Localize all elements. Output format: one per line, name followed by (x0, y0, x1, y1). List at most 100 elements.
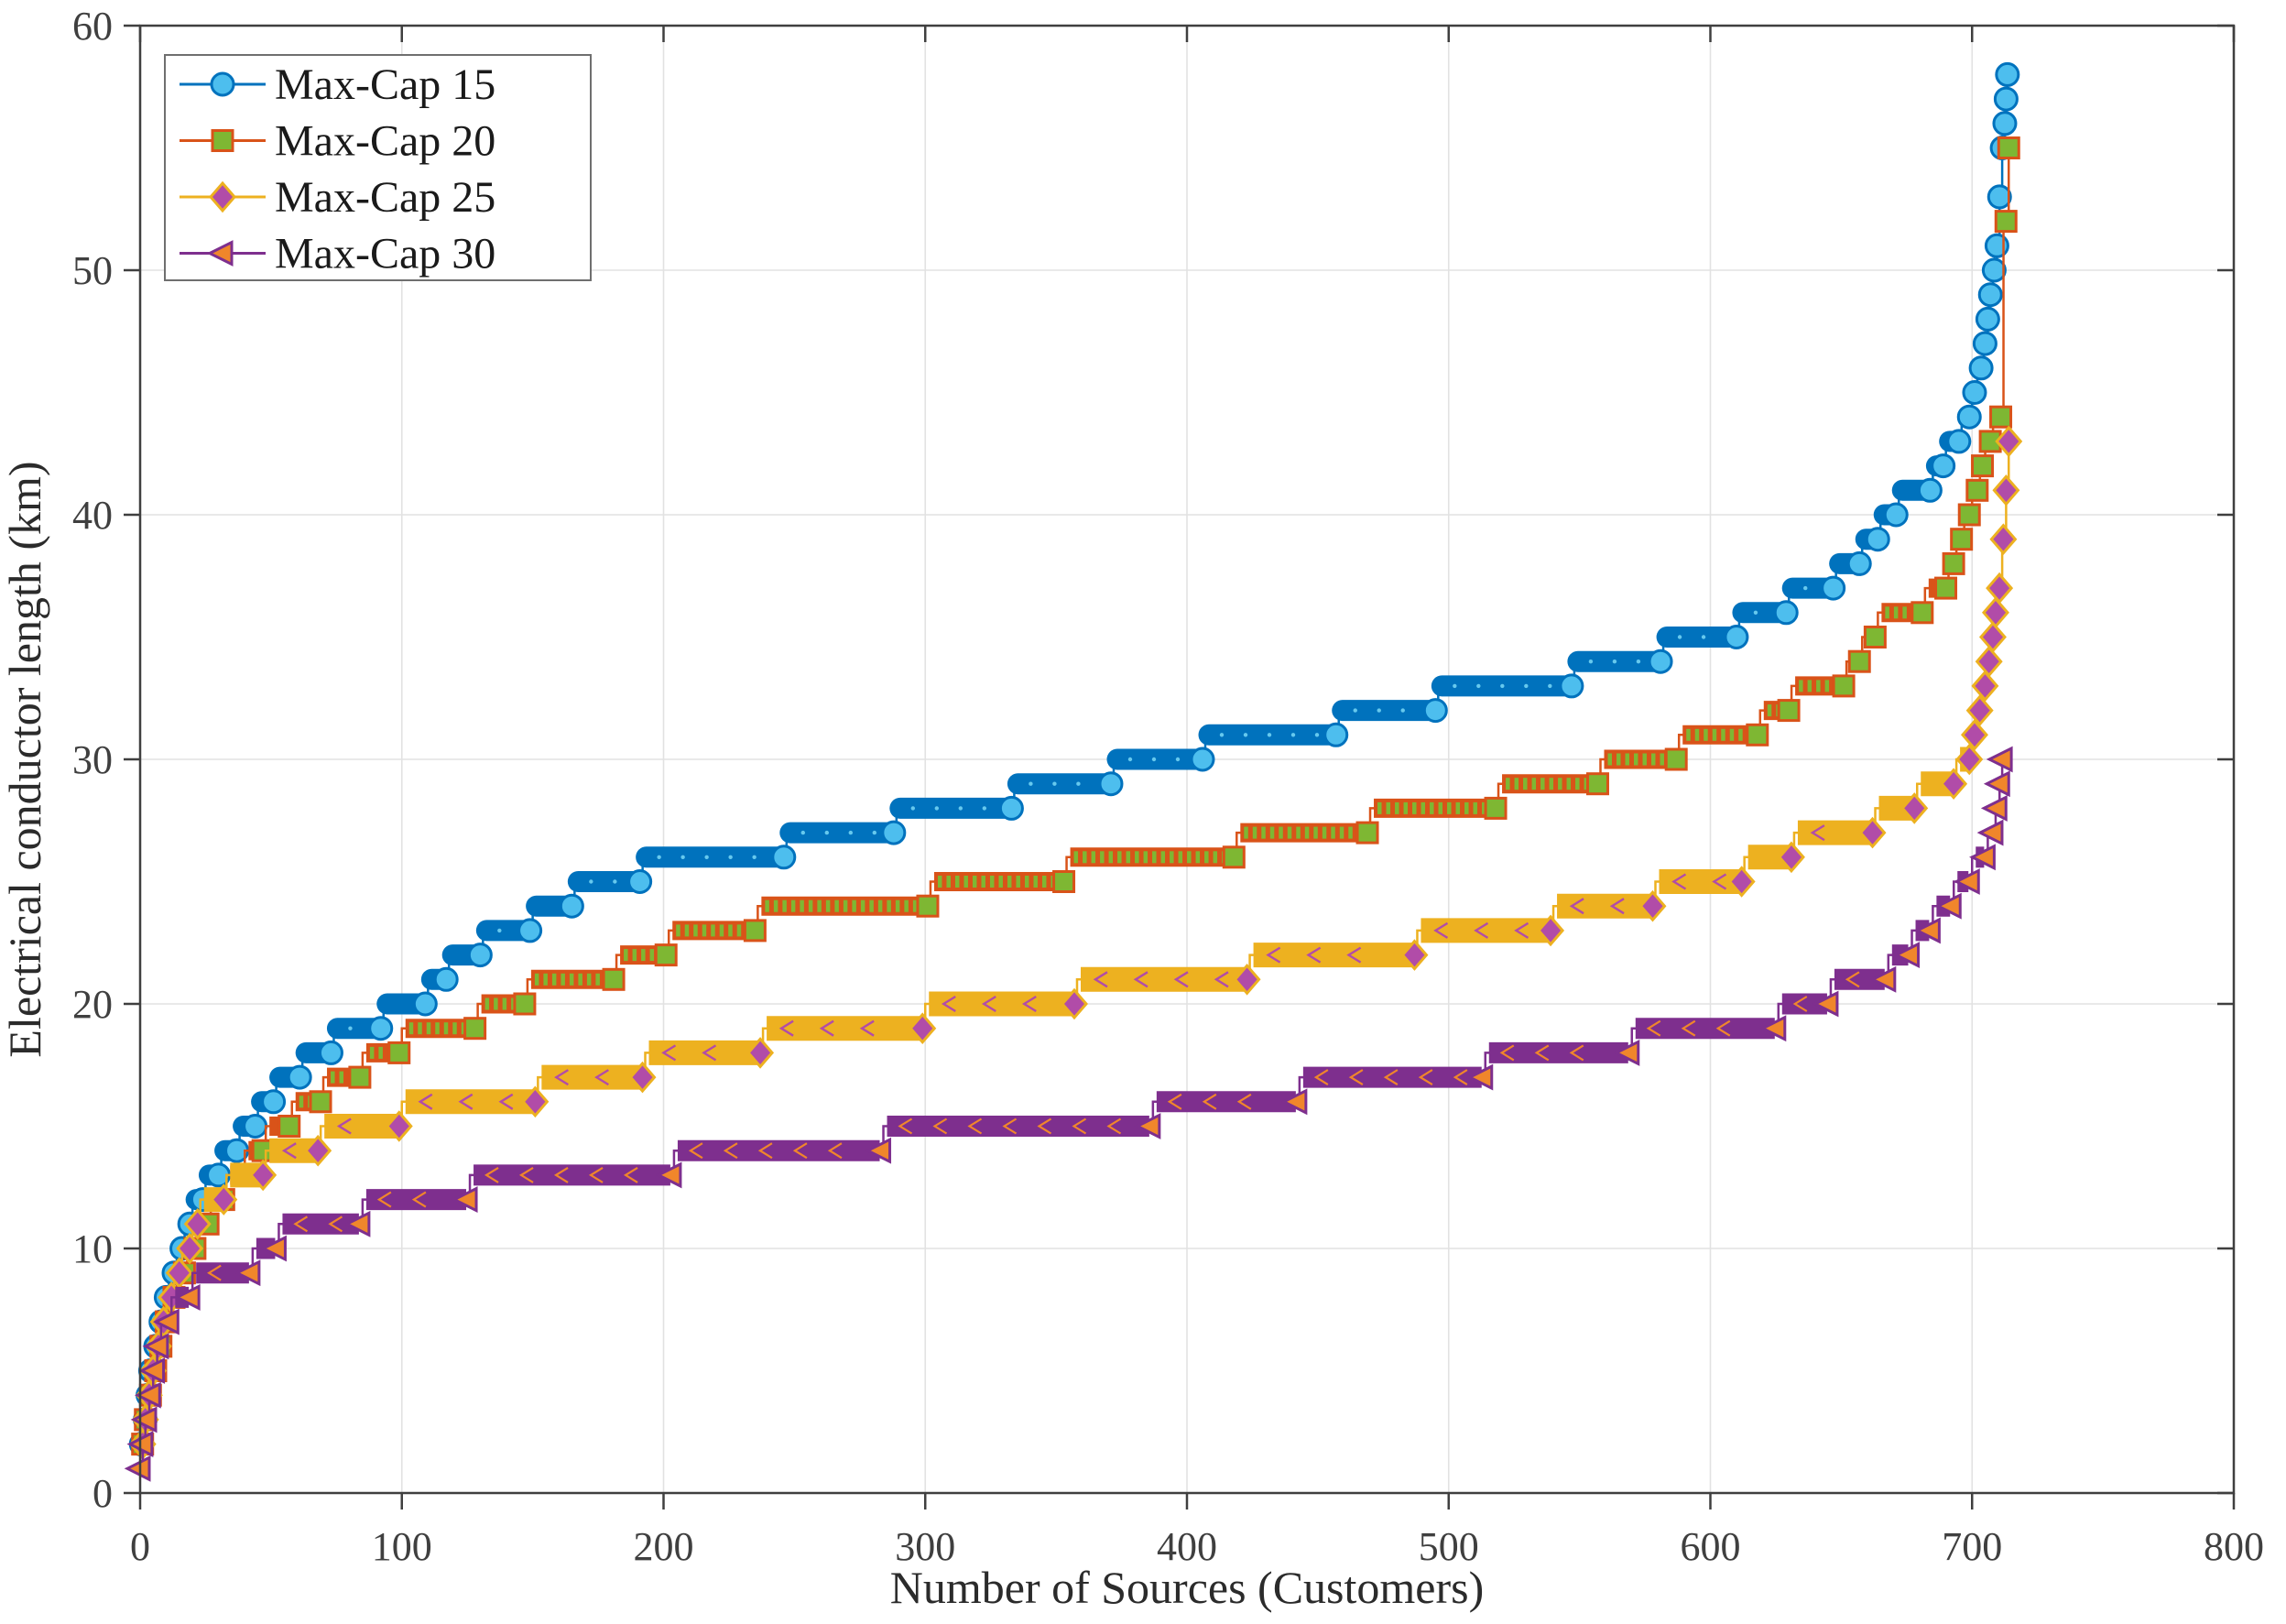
diamond-face-chevron (778, 1019, 794, 1037)
circle-marker (1559, 673, 1584, 699)
square-face-stripe (595, 973, 600, 986)
square-face-stripe (1033, 876, 1038, 888)
square-face-stripe (860, 899, 865, 912)
diamond-marker (1989, 523, 2018, 555)
square-face-stripe (408, 1022, 414, 1035)
square-face-stripe (1464, 801, 1469, 814)
circle-marker (261, 1089, 287, 1115)
circle-face-dot (1588, 659, 1594, 664)
square-marker (1994, 210, 2018, 234)
triangle-face-chevron (484, 1166, 499, 1183)
square-face-stripe (1170, 851, 1174, 864)
square-face-stripe (1558, 778, 1562, 790)
diamond-marker (1975, 645, 2003, 678)
triangle-left-marker (1134, 1113, 1161, 1139)
square-face-stripe (649, 949, 655, 962)
square-face-stripe (632, 949, 637, 962)
square-face-stripe (578, 973, 582, 986)
circle-marker (1098, 771, 1124, 797)
circle-marker (1648, 649, 1673, 674)
square-face-stripe (702, 924, 707, 937)
square-face-stripe (808, 899, 813, 912)
circle-marker (1977, 282, 2003, 308)
diamond-face-chevron (1609, 898, 1625, 915)
square-marker (1746, 723, 1769, 747)
circle-marker (1946, 429, 1972, 454)
square-face-stripe (852, 899, 856, 912)
square-face-stripe (543, 973, 548, 986)
square-marker (387, 1041, 411, 1064)
square-face-stripe (1279, 826, 1283, 839)
y-tick-label: 30 (72, 737, 113, 782)
square-face-stripe (1607, 753, 1612, 766)
diamond-face-chevron (702, 1044, 717, 1062)
triangle-face-chevron (623, 1166, 638, 1183)
triangle-face-chevron (1646, 1019, 1661, 1037)
square-marker (1777, 699, 1801, 723)
square-face-stripe (790, 899, 796, 912)
square-face-stripe (1395, 801, 1399, 814)
square-face-stripe (728, 924, 733, 937)
x-tick-label: 0 (130, 1524, 150, 1569)
square-face-stripe (1083, 851, 1087, 864)
triangle-face-chevron (792, 1142, 808, 1160)
square-face-stripe (1412, 801, 1417, 814)
square-face-stripe (1160, 851, 1166, 864)
series-max-cap-30 (124, 746, 2013, 1482)
triangle-left-marker (1983, 770, 2010, 798)
square-face-stripe (1261, 826, 1266, 839)
square-face-stripe (684, 924, 690, 937)
triangle-face-chevron (1499, 1044, 1515, 1062)
triangle-left-marker (1812, 990, 1839, 1018)
circle-face-dot (1548, 683, 1552, 689)
circle-marker (433, 966, 459, 992)
diamond-face-chevron (1021, 995, 1037, 1013)
square-face-stripe (1195, 851, 1201, 864)
y-tick-label: 10 (72, 1226, 113, 1271)
square-face-stripe (1313, 826, 1318, 839)
series-max-cap-20 (131, 136, 2020, 1456)
diamond-face-chevron (1514, 921, 1529, 939)
square-face-stripe (800, 899, 804, 912)
square-face-stripe (452, 1022, 457, 1035)
square-face-stripe (1322, 826, 1327, 839)
circle-marker (1773, 600, 1799, 626)
triangle-left-marker (130, 1406, 158, 1433)
square-face-stripe (299, 1095, 304, 1108)
square-face-stripe (972, 876, 977, 888)
circle-marker (517, 918, 543, 943)
square-face-stripe (1531, 778, 1537, 790)
circle-face-dot (848, 830, 854, 835)
circle-marker (412, 991, 438, 1017)
square-face-stripe (1135, 851, 1139, 864)
square-face-stripe (1447, 801, 1452, 814)
triangle-face-chevron (1202, 1093, 1217, 1110)
tick-labels: 0 100 200 300 400 500 600 700 800 0 10 20 30 40 50 60 (72, 4, 2264, 1569)
square-face-stripe (641, 949, 646, 962)
legend-label: Max-Cap 25 (275, 173, 495, 222)
square-face-stripe (378, 1046, 383, 1059)
square-face-stripe (1296, 826, 1301, 839)
square-face-stripe (1514, 778, 1519, 790)
triangle-left-marker (1969, 844, 1996, 871)
square-face-stripe (887, 899, 891, 912)
diamond-face-chevron (1810, 824, 1825, 842)
square-marker (602, 967, 626, 991)
legend-item-max-cap-30: Max-Cap 30 (180, 230, 495, 278)
diamond-marker (1777, 841, 1805, 874)
diamond-marker (1537, 914, 1565, 947)
square-face-stripe (817, 899, 822, 912)
square-marker (348, 1065, 372, 1089)
square-face-stripe (1386, 801, 1391, 814)
square-face-stripe (502, 997, 507, 1010)
triangle-face-chevron (898, 1117, 913, 1135)
triangle-left-marker (173, 1283, 201, 1311)
triangle-left-marker (655, 1161, 682, 1189)
square-face-stripe (1041, 876, 1047, 888)
square-face-stripe (1704, 728, 1708, 741)
circle-face-dot (872, 830, 877, 835)
circle-marker (1917, 477, 1943, 503)
square-face-stripe (1824, 680, 1830, 692)
square-marker (1971, 454, 1995, 478)
